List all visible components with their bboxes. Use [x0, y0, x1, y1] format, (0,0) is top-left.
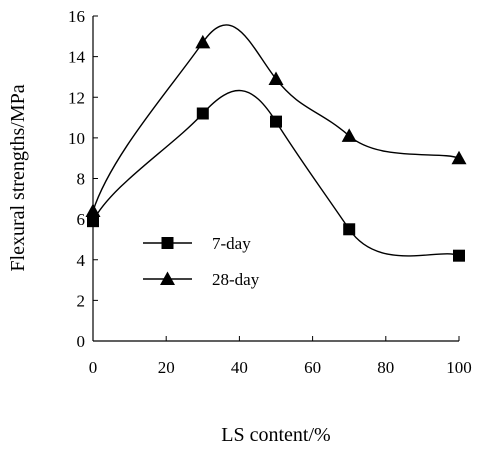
data-point	[85, 203, 101, 217]
legend-marker	[161, 237, 174, 249]
x-axis-title: LS content/%	[221, 424, 330, 446]
data-point	[451, 150, 467, 165]
data-point	[270, 115, 282, 128]
y-tick-label: 16	[68, 7, 85, 26]
x-tick-label: 80	[377, 358, 394, 377]
data-point	[343, 223, 356, 236]
data-point	[341, 128, 357, 142]
data-point	[87, 215, 99, 228]
y-tick-label: 12	[68, 88, 85, 107]
y-tick-label: 4	[77, 251, 86, 270]
axes	[92, 16, 459, 342]
series-7-day	[87, 89, 465, 262]
series-group	[85, 24, 467, 262]
y-tick-label: 8	[77, 170, 86, 189]
data-point	[196, 107, 209, 120]
legend-item: 28-day	[143, 270, 260, 289]
x-tick-label: 0	[89, 358, 98, 377]
data-point	[195, 34, 211, 49]
data-point	[268, 71, 284, 85]
y-tick-label: 6	[77, 210, 86, 229]
y-axis-title: Flexural strengths/MPa	[7, 84, 29, 271]
legend-marker	[160, 271, 175, 285]
y-tick-label: 0	[77, 332, 86, 351]
series-28-day	[85, 24, 467, 217]
legend-label: 7-day	[212, 234, 251, 253]
y-tick-label: 10	[68, 129, 85, 148]
x-tick-label: 100	[446, 358, 472, 377]
x-tick-label: 20	[158, 358, 175, 377]
legend-item: 7-day	[143, 234, 251, 253]
legend: 7-day 28-day	[143, 234, 260, 289]
series-line-28-day	[92, 24, 460, 212]
legend-label: 28-day	[212, 270, 260, 289]
x-tick-label: 60	[304, 358, 321, 377]
x-tick-label: 40	[231, 358, 248, 377]
x-ticks: 0 20 40 60 80 100	[89, 336, 472, 377]
y-tick-label: 2	[77, 291, 86, 310]
y-tick-label: 14	[68, 48, 86, 67]
data-point	[453, 249, 465, 262]
